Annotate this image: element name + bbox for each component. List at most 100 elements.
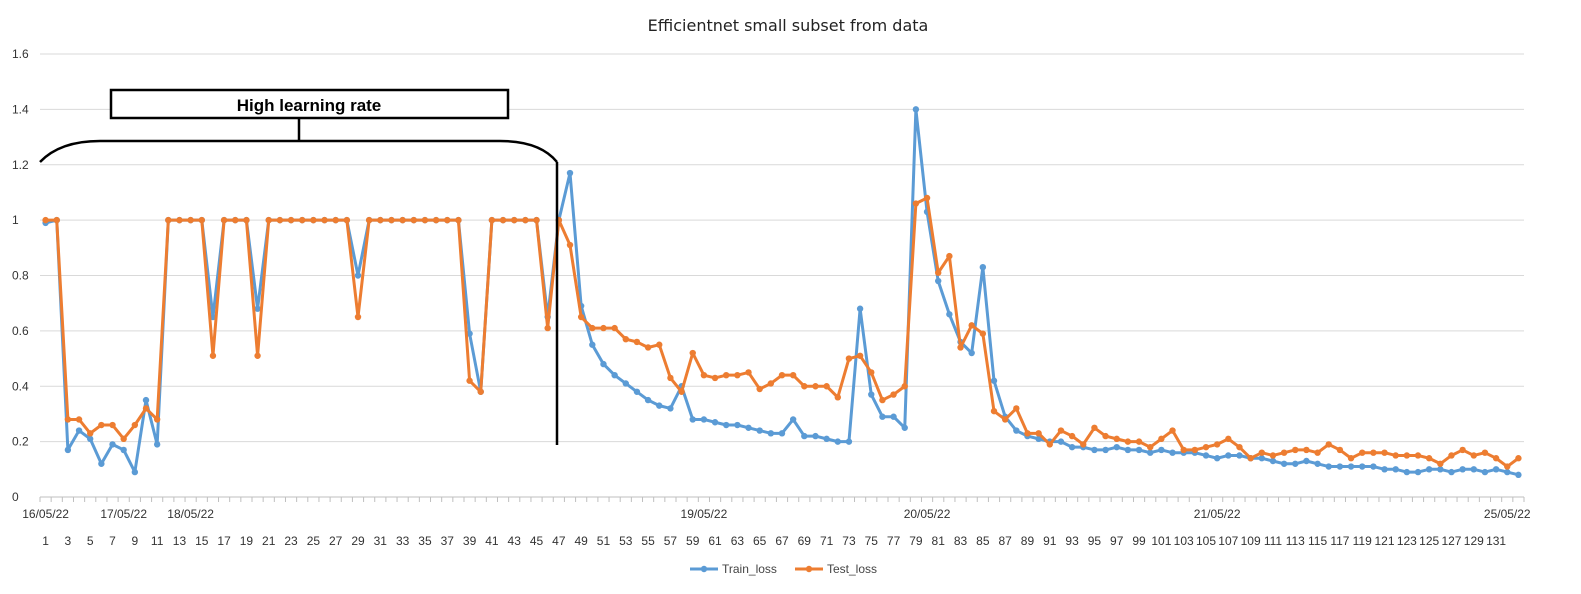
annotation-box [109,88,510,120]
data-point [633,338,641,346]
data-point [388,216,395,224]
data-point [979,330,987,337]
data-point [42,216,49,224]
x-category-label: 93 [1065,534,1079,548]
y-tick-label: 0 [12,490,19,504]
data-point [946,252,953,260]
y-tick-label: 1.4 [12,102,29,116]
x-category-label: 91 [1043,534,1057,548]
data-point [321,216,328,224]
x-category-label: 61 [708,534,722,548]
data-point [1425,455,1433,462]
data-point [455,216,462,224]
data-point [1504,463,1511,470]
data-point [1359,463,1366,470]
x-category-label: 67 [775,534,789,548]
x-category-label: 87 [998,534,1012,548]
data-point [566,169,574,177]
data-point [1213,455,1221,462]
data-point [856,305,864,312]
data-point [421,216,429,224]
data-point [432,216,440,224]
data-point [1381,449,1388,456]
data-point [153,441,161,448]
data-point [1414,468,1422,476]
data-point [611,324,618,332]
data-point [1202,443,1210,451]
x-category-label: 53 [619,534,633,548]
data-point [734,421,741,429]
x-category-label: 97 [1110,534,1124,548]
legend-item: Test_loss [795,562,877,576]
x-category-label: 69 [798,534,812,548]
data-point [990,377,998,384]
legend-marker [805,565,813,573]
data-point [109,421,116,429]
x-axis-category-labels: 1 3 5 7 9 11 13 15 17 19 21 23 25 27 29 31 33 35 37 39 41 43 4… [42,534,1506,548]
data-point [1158,446,1165,454]
data-point [1392,452,1399,459]
data-point [499,216,507,224]
x-category-label: 47 [552,534,566,548]
data-point [1470,466,1477,473]
x-category-label: 55 [641,534,655,548]
data-point [98,460,105,467]
data-point [756,385,763,393]
x-category-label: 107 [1218,534,1238,548]
data-point [466,377,473,384]
data-point [332,216,339,224]
data-point [1392,466,1399,473]
data-point [644,396,652,404]
data-point [1258,455,1265,462]
data-point [410,216,417,224]
data-point [1057,427,1065,434]
data-point [142,405,150,412]
data-point [745,424,752,431]
x-category-label: 73 [842,534,856,548]
series-line [45,107,1519,477]
data-point [488,216,496,224]
x-category-label: 37 [441,534,455,548]
x-category-label: 117 [1330,534,1349,548]
data-point [1191,446,1199,454]
data-point [1225,452,1232,459]
data-point [577,313,585,321]
x-category-label: 109 [1241,534,1261,548]
x-category-label: 3 [65,534,72,548]
data-point [53,216,60,224]
data-point [1437,466,1444,473]
data-point [1347,463,1355,470]
x-category-label: 33 [396,534,410,548]
x-category-label: 105 [1196,534,1216,548]
x-date-label: 20/05/22 [904,507,951,521]
data-point [767,380,775,387]
data-point [1102,446,1109,454]
data-point [1180,446,1187,454]
data-point [1314,460,1321,467]
data-point [1202,452,1210,459]
data-point [845,355,853,362]
data-point [1013,427,1020,434]
data-point [287,216,295,224]
data-point [868,369,875,376]
data-point [935,269,942,276]
data-point [968,349,975,357]
data-point [689,416,696,423]
x-category-label: 131 [1486,534,1506,548]
data-point [299,216,306,224]
data-point [354,272,362,279]
x-category-label: 29 [351,534,365,548]
x-category-label: 19 [240,534,254,548]
data-point [1481,468,1489,476]
chart-title: Efficientnet small subset from data [648,16,929,35]
x-category-label: 81 [932,534,946,548]
data-point [75,416,83,423]
data-point [845,438,853,445]
x-category-label: 111 [1264,534,1283,548]
data-point [511,216,518,224]
data-point [1403,452,1411,459]
data-point [533,216,540,224]
data-point [1425,466,1433,473]
x-date-label: 16/05/22 [22,507,69,521]
data-point [745,369,752,376]
